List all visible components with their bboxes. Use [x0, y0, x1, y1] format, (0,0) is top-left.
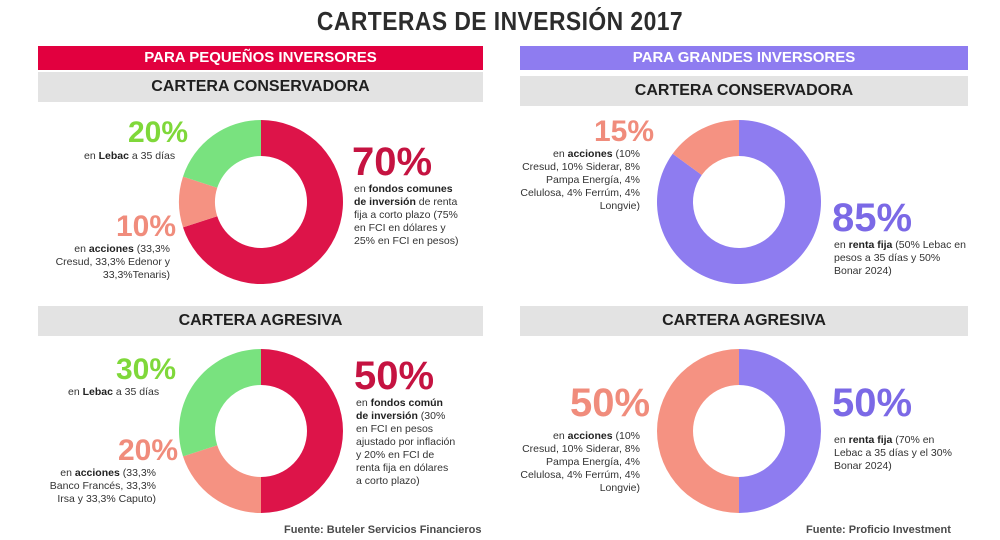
donut-chart-right-conservadora [657, 120, 821, 284]
desc-right-cons-acciones: en acciones (10% Cresud, 10% Siderar, 8%… [520, 148, 640, 212]
pct-left-cons-fondos: 70% [352, 140, 433, 184]
pct-right-agr-renta: 50% [832, 381, 913, 425]
banner-small-investors: PARA PEQUEÑOS INVERSORES [38, 46, 483, 70]
desc-right-agr-renta: en renta fija (70% en Lebac a 35 días y … [834, 434, 952, 472]
desc-left-cons-acciones: en acciones (33,3% Cresud, 33,3% Edenor … [55, 243, 170, 281]
desc-right-cons-renta: en renta fija (50% Lebac en pesos a 35 d… [834, 239, 966, 277]
pct-left-agr-lebac: 30% [116, 353, 177, 386]
section-header-left-conservadora: CARTERA CONSERVADORA [38, 72, 483, 102]
donut-slice-renta-fija [739, 349, 821, 513]
donut-slice-fondos-común-de-inversión [261, 349, 343, 513]
donut-chart-left-conservadora [179, 120, 343, 284]
source-left: Fuente: Buteler Servicios Financieros [284, 524, 482, 536]
donut-slice-acciones [183, 445, 261, 513]
donut-slice-acciones [657, 349, 739, 513]
pct-right-cons-renta: 85% [832, 196, 913, 240]
source-right: Fuente: Proficio Investment [806, 524, 951, 536]
section-header-right-conservadora: CARTERA CONSERVADORA [520, 76, 968, 106]
donut-slice-lebac [183, 120, 261, 188]
desc-left-cons-fondos: en fondos comunes de inversión de renta … [354, 183, 459, 247]
desc-left-agr-acciones: en acciones (33,3% Banco Francés, 33,3% … [49, 467, 156, 505]
pct-left-agr-fondos: 50% [354, 354, 435, 398]
desc-left-cons-lebac: en Lebac a 35 días [84, 150, 176, 162]
donut-slice-fondos-comunes-de-inversión [183, 120, 343, 284]
donut-slice-acciones [672, 120, 739, 175]
banner-large-investors: PARA GRANDES INVERSORES [520, 46, 968, 70]
pct-left-cons-acciones: 10% [116, 210, 177, 243]
donut-chart-right-agresiva [657, 349, 821, 513]
desc-left-agr-fondos: en fondos común de inversión (30% en FCI… [356, 397, 456, 487]
page-title: CARTERAS DE INVERSIÓN 2017 [316, 6, 684, 36]
pct-right-agr-acciones: 50% [570, 381, 651, 425]
donut-slice-acciones [179, 176, 218, 228]
section-header-left-agresiva: CARTERA AGRESIVA [38, 306, 483, 336]
donut-slice-renta-fija [657, 120, 821, 284]
pct-left-cons-lebac: 20% [128, 116, 189, 149]
donut-chart-left-agresiva [179, 349, 343, 513]
pct-left-agr-acciones: 20% [118, 434, 179, 467]
donut-slice-lebac [179, 349, 261, 457]
pct-right-cons-acciones: 15% [594, 115, 655, 148]
desc-right-agr-acciones: en acciones (10% Cresud, 10% Siderar, 8%… [520, 430, 640, 494]
section-header-right-agresiva: CARTERA AGRESIVA [520, 306, 968, 336]
desc-left-agr-lebac: en Lebac a 35 días [68, 386, 160, 398]
